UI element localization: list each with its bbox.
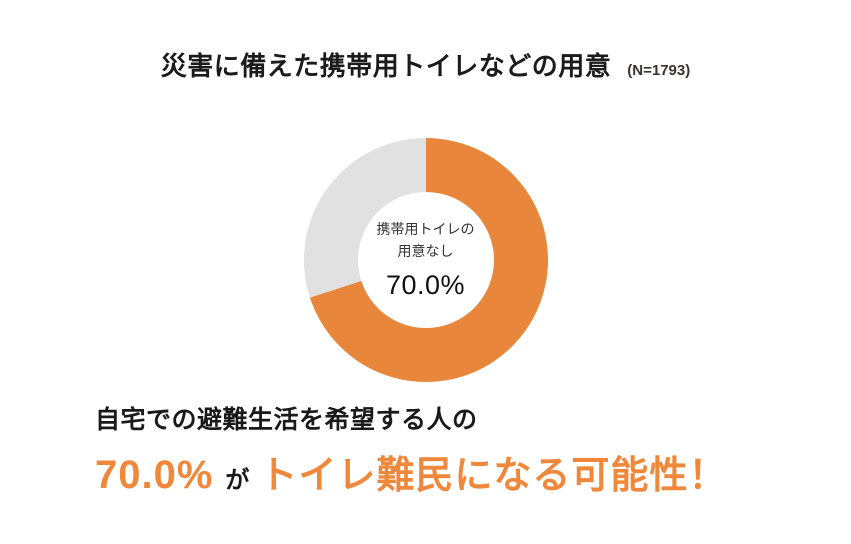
conclusion-line2: 70.0% がトイレ難民になる可能性！	[95, 444, 727, 499]
center-label: 携帯用トイレの 用意なし	[377, 219, 475, 262]
chart-header: 災害に備えた携帯用トイレなどの用意 (N=1793)	[0, 50, 851, 84]
highlight-percent: 70.0%	[95, 452, 214, 497]
conclusion-block: 自宅での避難生活を希望する人の 70.0% がトイレ難民になる可能性！	[95, 404, 727, 499]
particle-ga: が	[225, 466, 250, 494]
center-value: 70.0%	[385, 270, 466, 301]
donut-center: 携帯用トイレの 用意なし 70.0%	[357, 192, 494, 328]
chart-title: 災害に備えた携帯用トイレなどの用意	[160, 51, 612, 81]
conclusion-line1: 自宅での避難生活を希望する人の	[95, 406, 478, 434]
highlight-message: トイレ難民になる可能性！	[259, 454, 728, 497]
center-label-line2: 用意なし	[397, 242, 454, 259]
donut-chart: 携帯用トイレの 用意なし 70.0%	[303, 138, 548, 382]
center-label-line1: 携帯用トイレの	[376, 220, 475, 237]
sample-size-label: (N=1793)	[627, 62, 691, 79]
